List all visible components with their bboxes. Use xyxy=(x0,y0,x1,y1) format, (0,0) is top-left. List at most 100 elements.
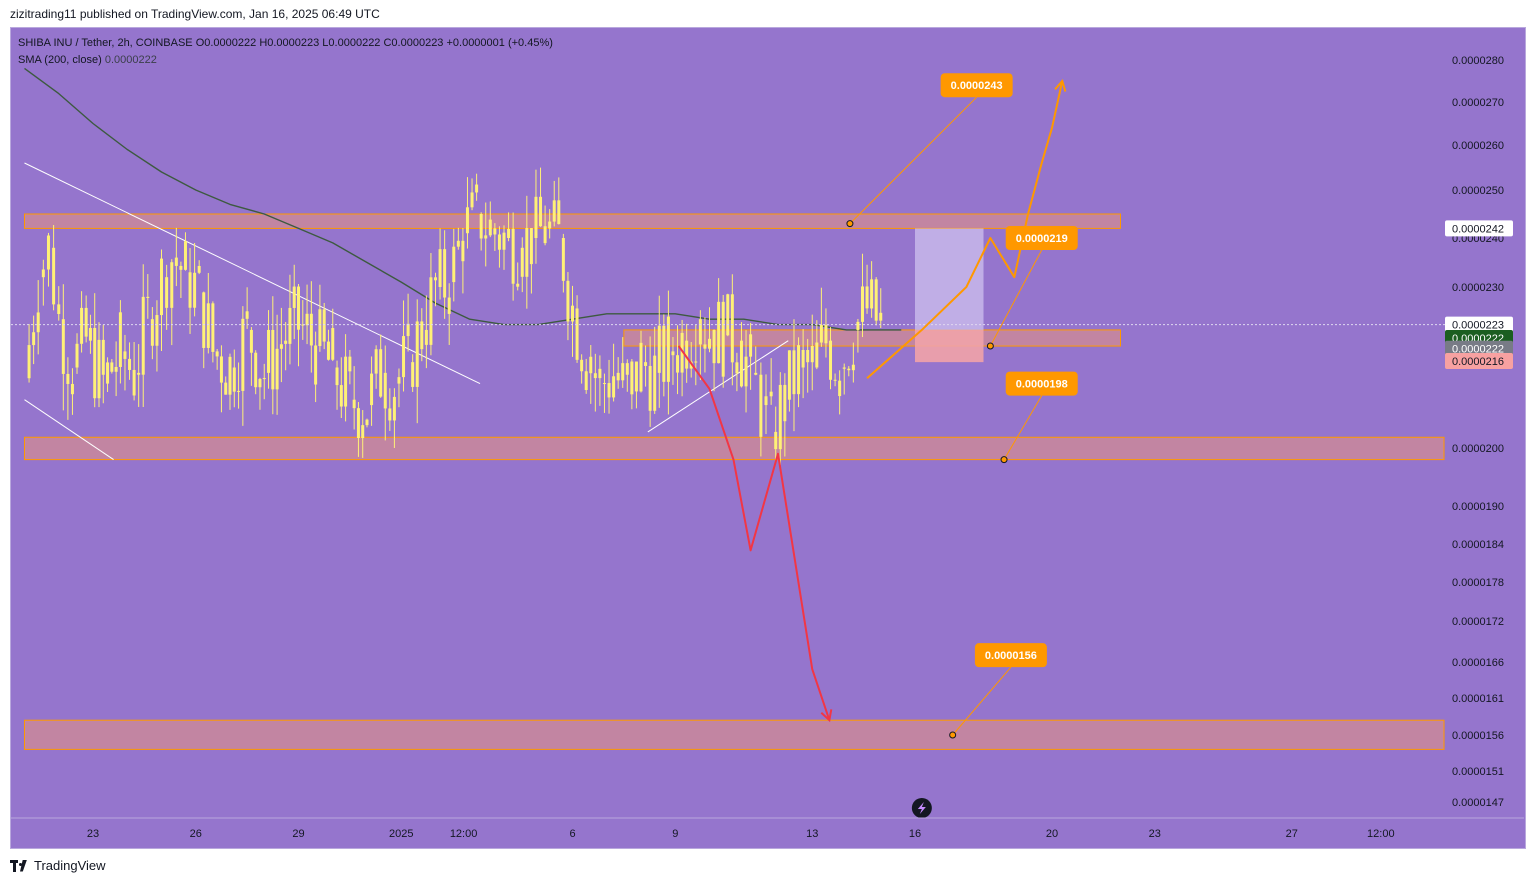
candle xyxy=(41,269,45,278)
candle xyxy=(379,349,383,397)
candle xyxy=(584,371,588,391)
zone-3 xyxy=(24,719,1445,750)
price-label-3: 0.0000222 xyxy=(1452,344,1504,356)
candle xyxy=(461,240,465,262)
candle xyxy=(534,196,538,238)
candle xyxy=(676,355,680,373)
candle xyxy=(137,372,141,375)
candle xyxy=(292,286,296,308)
candle xyxy=(856,321,860,330)
candle xyxy=(165,277,169,308)
candle xyxy=(361,425,365,439)
candle xyxy=(123,351,127,359)
candle xyxy=(32,332,36,346)
callout-text-3: 0.0000156 xyxy=(985,650,1037,662)
candle xyxy=(797,345,801,395)
candle xyxy=(470,192,474,208)
callout-text-2: 0.0000198 xyxy=(1016,379,1068,391)
x-tick-4: 12:00 xyxy=(450,828,478,840)
candle xyxy=(488,219,492,236)
candle xyxy=(824,324,828,344)
candle xyxy=(434,277,437,281)
candle xyxy=(206,303,210,348)
candle xyxy=(155,315,159,346)
candle xyxy=(783,384,787,422)
candle xyxy=(348,356,352,372)
callout-anchor-0 xyxy=(846,220,854,228)
candle xyxy=(88,327,92,341)
candle xyxy=(493,228,497,235)
candle xyxy=(219,356,223,383)
price-label-box-0 xyxy=(1445,220,1513,237)
candle xyxy=(806,350,810,363)
footer: TradingView xyxy=(10,858,106,873)
x-tick-10: 23 xyxy=(1149,828,1161,840)
price-label-1: 0.0000223 xyxy=(1452,320,1504,332)
candle xyxy=(810,346,814,363)
candle xyxy=(61,319,65,374)
candle xyxy=(621,363,625,381)
candle xyxy=(815,342,819,368)
candle xyxy=(309,313,313,346)
candle xyxy=(420,321,424,350)
candle xyxy=(502,232,506,250)
sma-label: SMA (200, close) xyxy=(18,54,102,66)
callout-box-2 xyxy=(1005,371,1078,396)
candle xyxy=(284,340,288,344)
candle xyxy=(84,307,88,337)
candle xyxy=(271,329,275,390)
bear-scenario-path xyxy=(677,345,831,721)
candle xyxy=(685,340,689,369)
candle xyxy=(114,366,118,372)
y-tick-13: 0.0000156 xyxy=(1452,730,1504,742)
candle xyxy=(258,378,262,388)
candle xyxy=(374,349,378,374)
brand-name[interactable]: TradingView xyxy=(34,858,106,873)
candle xyxy=(75,343,79,368)
y-tick-5: 0.0000230 xyxy=(1452,282,1504,294)
candle xyxy=(97,339,101,399)
candle xyxy=(612,376,616,398)
zone-1 xyxy=(623,329,1121,347)
candle xyxy=(847,368,851,371)
candle xyxy=(146,296,150,298)
candle xyxy=(275,348,279,390)
candle xyxy=(352,399,356,409)
candle xyxy=(411,362,415,387)
candle xyxy=(838,380,842,397)
candle xyxy=(128,358,132,370)
candle xyxy=(249,329,253,353)
candle xyxy=(392,396,396,421)
candle xyxy=(842,367,846,369)
candle xyxy=(749,334,753,357)
candle xyxy=(443,249,447,298)
candle xyxy=(744,356,748,387)
candle xyxy=(183,241,187,270)
candle xyxy=(279,344,283,349)
candle xyxy=(829,340,833,380)
candle xyxy=(438,249,442,287)
chart-legend: SHIBA INU / Tether, 2h, COINBASE O0.0000… xyxy=(18,35,553,69)
callout-leader-0 xyxy=(849,96,978,224)
candle xyxy=(662,325,666,382)
candle xyxy=(452,246,456,283)
candle xyxy=(415,321,419,387)
candle xyxy=(730,294,734,363)
y-tick-14: 0.0000151 xyxy=(1452,766,1504,778)
candle xyxy=(851,364,855,371)
candle xyxy=(497,234,501,250)
candle xyxy=(424,329,428,345)
candle xyxy=(188,272,192,308)
candle xyxy=(197,265,201,273)
candle xyxy=(602,383,606,385)
candle xyxy=(202,292,206,348)
candle xyxy=(70,383,74,395)
candle xyxy=(833,379,837,381)
candle xyxy=(370,373,374,406)
candle xyxy=(46,235,50,270)
candle xyxy=(703,344,707,349)
position-profit-zone xyxy=(915,228,984,330)
y-tick-12: 0.0000161 xyxy=(1452,693,1504,705)
y-tick-10: 0.0000172 xyxy=(1452,616,1504,628)
